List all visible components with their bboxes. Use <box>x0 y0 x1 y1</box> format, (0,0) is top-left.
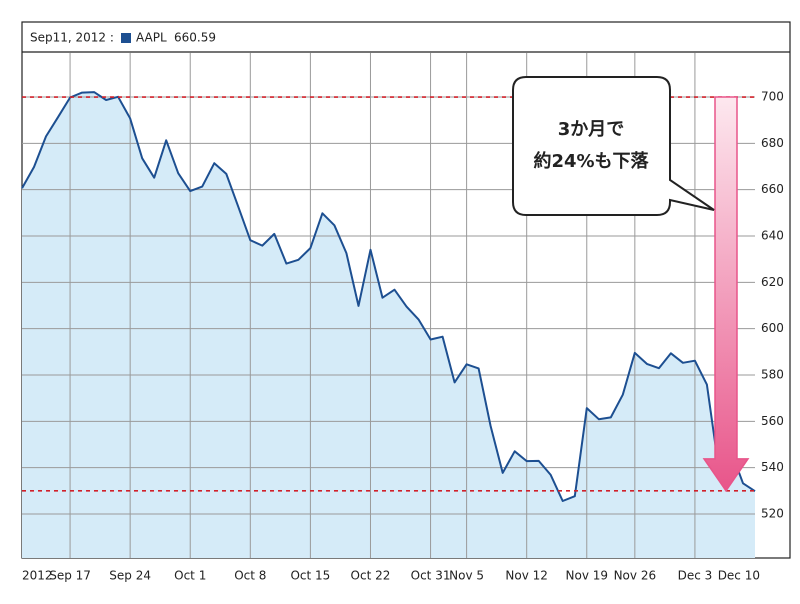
callout <box>512 76 715 216</box>
y-tick-label: 640 <box>761 229 784 243</box>
x-tick-label: Oct 1 <box>174 569 206 583</box>
y-tick-label: 580 <box>761 367 784 381</box>
x-tick-label: Sep 17 <box>49 569 91 583</box>
x-tick-label: Nov 12 <box>505 569 548 583</box>
y-tick-label: 560 <box>761 414 784 428</box>
callout-text: 約24%も下落 <box>533 150 649 172</box>
x-tick-label: Nov 19 <box>566 569 609 583</box>
header-value: 660.59 <box>174 31 216 45</box>
y-tick-label: 620 <box>761 275 784 289</box>
x-tick-label: Nov 5 <box>449 569 484 583</box>
area <box>22 92 755 558</box>
y-tick-label: 680 <box>761 136 784 150</box>
x-tick-label: Sep 24 <box>109 569 151 583</box>
header-date: Sep11, 2012 : <box>30 31 114 45</box>
x-tick-label: Dec 10 <box>718 569 760 583</box>
callout-text: 3か月で <box>558 119 625 140</box>
x-tick-label: Nov 26 <box>614 569 657 583</box>
x-tick-label: Oct 8 <box>234 569 266 583</box>
x-tick-label: 2012 <box>22 569 53 583</box>
y-tick-label: 520 <box>761 506 784 520</box>
y-tick-label: 700 <box>761 90 784 104</box>
x-tick-label: Dec 3 <box>678 569 713 583</box>
y-tick-label: 660 <box>761 182 784 196</box>
arrow <box>702 96 750 493</box>
y-tick-label: 600 <box>761 321 784 335</box>
y-tick-label: 540 <box>761 460 784 474</box>
x-tick-label: Oct 31 <box>411 569 451 583</box>
x-tick-label: Oct 22 <box>351 569 391 583</box>
legend-label: AAPL <box>136 31 167 45</box>
legend-swatch <box>121 33 131 43</box>
x-tick-label: Oct 15 <box>290 569 330 583</box>
line <box>21 91 756 502</box>
